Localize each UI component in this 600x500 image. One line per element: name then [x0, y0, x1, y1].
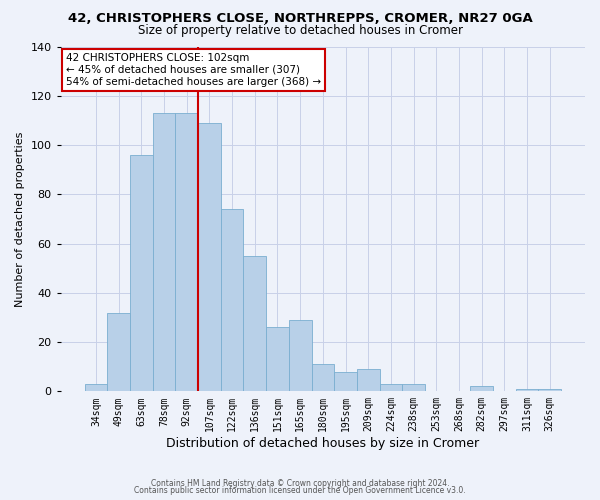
Bar — [244, 256, 266, 392]
Bar — [402, 384, 425, 392]
Bar — [175, 113, 198, 392]
Bar — [516, 389, 538, 392]
X-axis label: Distribution of detached houses by size in Cromer: Distribution of detached houses by size … — [166, 437, 479, 450]
Y-axis label: Number of detached properties: Number of detached properties — [15, 131, 25, 306]
Bar — [470, 386, 493, 392]
Bar — [130, 155, 152, 392]
Text: 42, CHRISTOPHERS CLOSE, NORTHREPPS, CROMER, NR27 0GA: 42, CHRISTOPHERS CLOSE, NORTHREPPS, CROM… — [68, 12, 532, 26]
Bar — [221, 209, 244, 392]
Bar — [311, 364, 334, 392]
Bar — [538, 389, 561, 392]
Bar — [266, 328, 289, 392]
Bar — [289, 320, 311, 392]
Bar — [380, 384, 402, 392]
Text: 42 CHRISTOPHERS CLOSE: 102sqm
← 45% of detached houses are smaller (307)
54% of : 42 CHRISTOPHERS CLOSE: 102sqm ← 45% of d… — [66, 54, 321, 86]
Bar — [85, 384, 107, 392]
Text: Contains HM Land Registry data © Crown copyright and database right 2024.: Contains HM Land Registry data © Crown c… — [151, 478, 449, 488]
Bar — [357, 369, 380, 392]
Bar — [198, 123, 221, 392]
Text: Contains public sector information licensed under the Open Government Licence v3: Contains public sector information licen… — [134, 486, 466, 495]
Bar — [107, 312, 130, 392]
Bar — [334, 372, 357, 392]
Text: Size of property relative to detached houses in Cromer: Size of property relative to detached ho… — [137, 24, 463, 37]
Bar — [152, 113, 175, 392]
